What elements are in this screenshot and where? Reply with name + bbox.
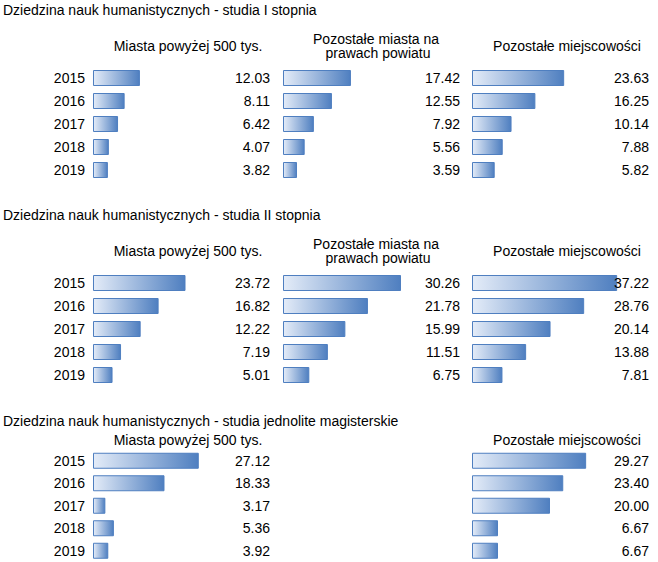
svg-text:30.26: 30.26 bbox=[425, 275, 460, 291]
svg-text:20.00: 20.00 bbox=[614, 498, 649, 514]
svg-text:Dziedzina nauk humanistycznych: Dziedzina nauk humanistycznych - studia … bbox=[3, 2, 317, 18]
svg-text:Miasta powyżej 500 tys.: Miasta powyżej 500 tys. bbox=[114, 432, 263, 448]
svg-text:7.19: 7.19 bbox=[243, 344, 270, 360]
svg-text:2017: 2017 bbox=[54, 321, 85, 337]
svg-text:18.33: 18.33 bbox=[235, 475, 270, 491]
svg-text:Miasta powyżej 500 tys.: Miasta powyżej 500 tys. bbox=[114, 243, 263, 259]
svg-text:2016: 2016 bbox=[54, 298, 85, 314]
svg-text:Dziedzina nauk humanistycznych: Dziedzina nauk humanistycznych - studia … bbox=[3, 207, 321, 223]
svg-text:6.42: 6.42 bbox=[243, 116, 270, 132]
svg-text:Pozostałe miasta na: Pozostałe miasta na bbox=[313, 31, 443, 47]
svg-text:2015: 2015 bbox=[54, 275, 85, 291]
svg-text:2019: 2019 bbox=[54, 367, 85, 383]
svg-text:6.67: 6.67 bbox=[622, 543, 649, 559]
svg-text:6.67: 6.67 bbox=[622, 520, 649, 536]
svg-text:16.25: 16.25 bbox=[614, 93, 649, 109]
svg-text:27.12: 27.12 bbox=[235, 453, 270, 469]
svg-text:23.72: 23.72 bbox=[235, 275, 270, 291]
svg-text:16.82: 16.82 bbox=[235, 298, 270, 314]
svg-text:5.36: 5.36 bbox=[243, 520, 270, 536]
svg-text:2018: 2018 bbox=[54, 344, 85, 360]
svg-text:10.14: 10.14 bbox=[614, 116, 649, 132]
svg-text:2019: 2019 bbox=[54, 162, 85, 178]
svg-text:23.40: 23.40 bbox=[614, 475, 649, 491]
svg-text:prawach powiatu: prawach powiatu bbox=[325, 250, 430, 266]
svg-text:17.42: 17.42 bbox=[425, 70, 460, 86]
svg-text:23.63: 23.63 bbox=[614, 70, 649, 86]
svg-text:2017: 2017 bbox=[54, 498, 85, 514]
svg-text:29.27: 29.27 bbox=[614, 453, 649, 469]
svg-text:7.92: 7.92 bbox=[433, 116, 460, 132]
svg-text:6.75: 6.75 bbox=[433, 367, 460, 383]
svg-text:Pozostałe miasta na: Pozostałe miasta na bbox=[313, 236, 443, 252]
svg-text:2017: 2017 bbox=[54, 116, 85, 132]
svg-text:Dziedzina nauk humanistycznych: Dziedzina nauk humanistycznych - studia … bbox=[3, 413, 399, 429]
svg-text:2016: 2016 bbox=[54, 93, 85, 109]
svg-text:2016: 2016 bbox=[54, 475, 85, 491]
svg-text:5.82: 5.82 bbox=[622, 162, 649, 178]
svg-text:Miasta powyżej 500 tys.: Miasta powyżej 500 tys. bbox=[114, 38, 263, 54]
svg-text:3.82: 3.82 bbox=[243, 162, 270, 178]
svg-text:12.22: 12.22 bbox=[235, 321, 270, 337]
svg-text:37.22: 37.22 bbox=[614, 275, 649, 291]
svg-text:5.01: 5.01 bbox=[243, 367, 270, 383]
svg-text:3.92: 3.92 bbox=[243, 543, 270, 559]
svg-text:3.17: 3.17 bbox=[243, 498, 270, 514]
svg-text:2018: 2018 bbox=[54, 520, 85, 536]
svg-text:12.03: 12.03 bbox=[235, 70, 270, 86]
svg-text:13.88: 13.88 bbox=[614, 344, 649, 360]
svg-text:7.88: 7.88 bbox=[622, 139, 649, 155]
svg-text:2018: 2018 bbox=[54, 139, 85, 155]
svg-text:2019: 2019 bbox=[54, 543, 85, 559]
svg-text:21.78: 21.78 bbox=[425, 298, 460, 314]
svg-text:7.81: 7.81 bbox=[622, 367, 649, 383]
svg-text:15.99: 15.99 bbox=[425, 321, 460, 337]
svg-text:5.56: 5.56 bbox=[433, 139, 460, 155]
svg-text:2015: 2015 bbox=[54, 453, 85, 469]
svg-text:Pozostałe miejscowości: Pozostałe miejscowości bbox=[493, 243, 641, 259]
svg-text:3.59: 3.59 bbox=[433, 162, 460, 178]
svg-text:12.55: 12.55 bbox=[425, 93, 460, 109]
svg-text:4.07: 4.07 bbox=[243, 139, 270, 155]
svg-text:20.14: 20.14 bbox=[614, 321, 649, 337]
svg-text:Pozostałe miejscowości: Pozostałe miejscowości bbox=[493, 432, 641, 448]
svg-text:Pozostałe miejscowości: Pozostałe miejscowości bbox=[493, 38, 641, 54]
svg-text:11.51: 11.51 bbox=[426, 344, 460, 360]
svg-text:28.76: 28.76 bbox=[614, 298, 649, 314]
svg-text:2015: 2015 bbox=[54, 70, 85, 86]
svg-text:prawach powiatu: prawach powiatu bbox=[325, 45, 430, 61]
svg-text:8.11: 8.11 bbox=[244, 93, 270, 109]
